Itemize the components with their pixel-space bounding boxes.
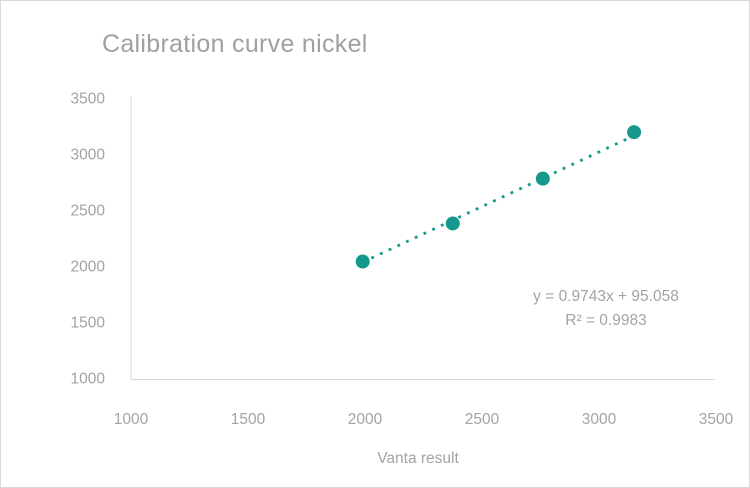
y-tick-label: 2500 [71, 203, 106, 220]
data-point [445, 216, 460, 231]
data-points [355, 125, 642, 269]
data-point [355, 254, 370, 269]
x-axis-title: Vanta result [377, 450, 459, 467]
x-tick-label: 2500 [465, 411, 500, 428]
x-tick-label: 3500 [699, 411, 734, 428]
x-tick-label: 3000 [582, 411, 617, 428]
trendline-r-squared: R² = 0.9983 [565, 312, 647, 329]
trendline [362, 134, 635, 264]
data-point [535, 171, 550, 186]
trendline-dotted [362, 134, 635, 264]
trendline-equation-line: y = 0.9743x + 95.058 [533, 288, 679, 305]
data-point [627, 125, 642, 140]
x-tick-label: 2000 [348, 411, 383, 428]
x-axis-tick-labels: 1000 1500 2000 2500 3000 3500 [114, 411, 734, 428]
axes [130, 96, 715, 380]
y-tick-label: 2000 [71, 259, 106, 276]
chart-title: Calibration curve nickel [102, 30, 368, 58]
y-tick-label: 1000 [71, 371, 106, 388]
trendline-equation: y = 0.9743x + 95.058 R² = 0.9983 [471, 285, 741, 333]
y-tick-label: 1500 [71, 315, 106, 332]
y-tick-label: 3500 [71, 91, 106, 108]
y-tick-label: 3000 [71, 147, 106, 164]
x-tick-label: 1000 [114, 411, 149, 428]
x-tick-label: 1500 [231, 411, 266, 428]
y-axis-tick-labels: 1000 1500 2000 2500 3000 3500 [71, 91, 106, 388]
